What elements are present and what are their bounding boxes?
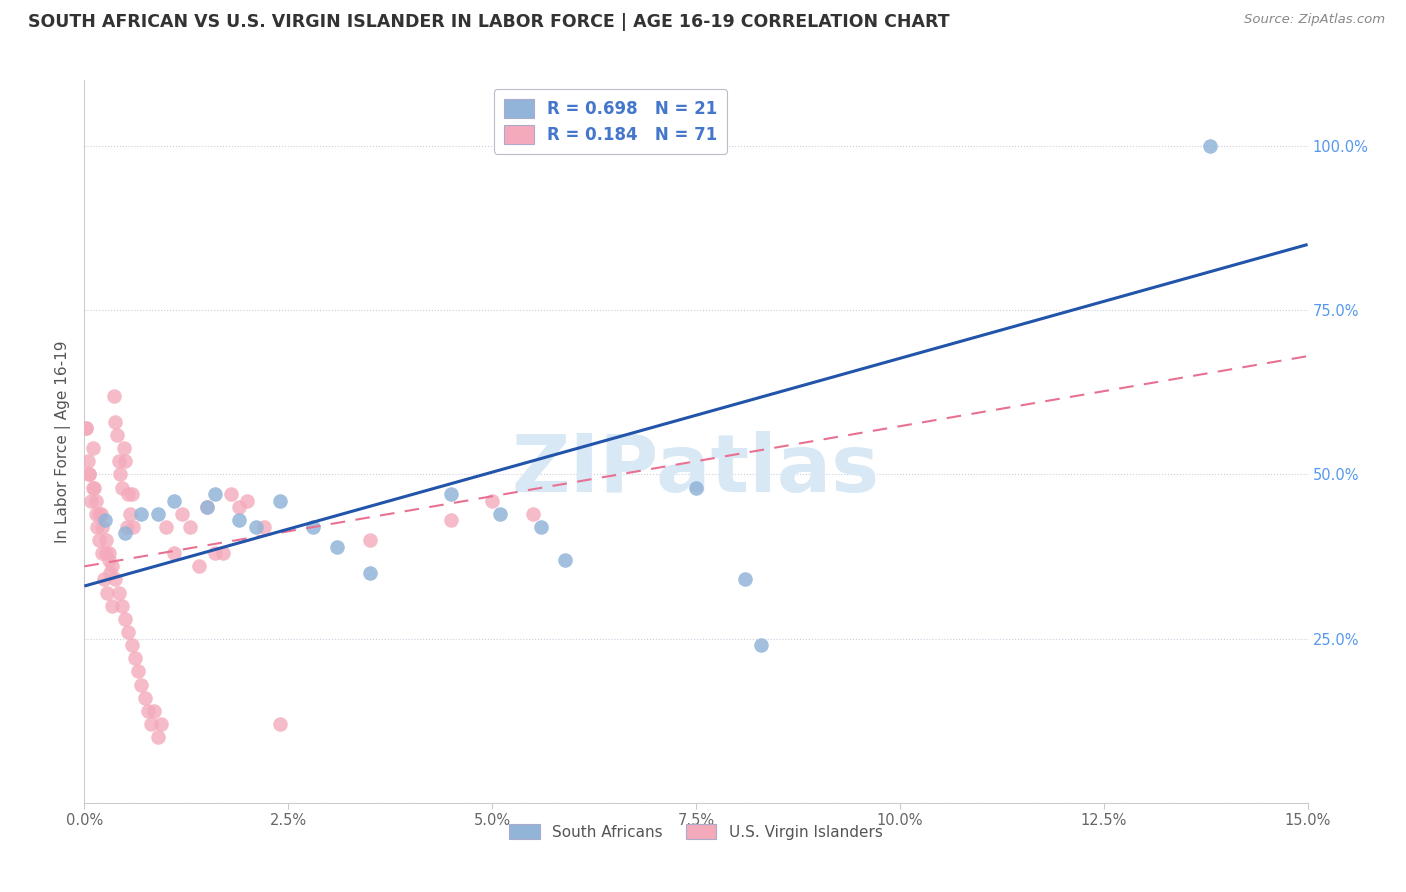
Point: [530, 520, 553, 534]
Point: [219, 487, 242, 501]
Point: [749, 638, 772, 652]
Point: [97, 553, 120, 567]
Point: [117, 487, 139, 501]
Point: [94, 546, 117, 560]
Y-axis label: In Labor Force | Age 16-19: In Labor Force | Age 16-19: [55, 340, 72, 543]
Point: [82, 481, 104, 495]
Point: [146, 730, 169, 744]
Point: [131, 677, 153, 691]
Point: [301, 520, 323, 534]
Point: [93, 573, 115, 587]
Text: SOUTH AFRICAN VS U.S. VIRGIN ISLANDER IN LABOR FORCE | AGE 16-19 CORRELATION CHA: SOUTH AFRICAN VS U.S. VIRGIN ISLANDER IN…: [28, 13, 949, 31]
Point: [111, 481, 134, 495]
Point: [124, 651, 146, 665]
Point: [114, 454, 136, 468]
Point: [75, 421, 97, 435]
Point: [101, 559, 124, 574]
Point: [212, 546, 235, 560]
Point: [187, 559, 209, 574]
Point: [107, 585, 129, 599]
Point: [112, 441, 135, 455]
Point: [115, 520, 138, 534]
Point: [179, 520, 201, 534]
Point: [195, 500, 218, 515]
Text: Source: ZipAtlas.com: Source: ZipAtlas.com: [1244, 13, 1385, 27]
Point: [440, 513, 463, 527]
Point: [103, 388, 125, 402]
Point: [134, 690, 156, 705]
Point: [489, 507, 512, 521]
Point: [228, 500, 250, 515]
Point: [150, 717, 173, 731]
Point: [143, 704, 166, 718]
Point: [94, 533, 117, 547]
Point: [107, 454, 129, 468]
Point: [155, 520, 177, 534]
Point: [172, 507, 194, 521]
Point: [121, 487, 143, 501]
Point: [114, 612, 136, 626]
Point: [91, 520, 114, 534]
Legend: South Africans, U.S. Virgin Islanders: South Africans, U.S. Virgin Islanders: [503, 818, 889, 846]
Point: [117, 625, 139, 640]
Point: [481, 493, 503, 508]
Point: [93, 513, 115, 527]
Point: [114, 526, 136, 541]
Text: ZIPatlas: ZIPatlas: [512, 432, 880, 509]
Point: [86, 520, 108, 534]
Point: [146, 507, 169, 521]
Point: [80, 493, 103, 508]
Point: [75, 421, 97, 435]
Point: [228, 513, 250, 527]
Point: [269, 717, 291, 731]
Point: [83, 481, 105, 495]
Point: [87, 507, 110, 521]
Point: [101, 599, 124, 613]
Point: [163, 493, 186, 508]
Point: [554, 553, 576, 567]
Point: [76, 454, 98, 468]
Point: [131, 507, 153, 521]
Point: [245, 520, 267, 534]
Point: [84, 507, 107, 521]
Point: [104, 415, 127, 429]
Point: [440, 487, 463, 501]
Point: [121, 638, 143, 652]
Point: [111, 599, 134, 613]
Point: [105, 428, 128, 442]
Point: [110, 467, 132, 482]
Point: [122, 520, 145, 534]
Point: [90, 507, 112, 521]
Point: [136, 704, 159, 718]
Point: [522, 507, 544, 521]
Point: [96, 585, 118, 599]
Point: [100, 566, 122, 580]
Point: [269, 493, 291, 508]
Point: [118, 507, 141, 521]
Point: [163, 546, 186, 560]
Point: [326, 540, 349, 554]
Point: [84, 493, 107, 508]
Point: [77, 467, 100, 482]
Point: [359, 566, 381, 580]
Point: [734, 573, 756, 587]
Point: [1198, 139, 1220, 153]
Point: [91, 546, 114, 560]
Point: [204, 546, 226, 560]
Point: [685, 481, 707, 495]
Point: [77, 467, 100, 482]
Point: [127, 665, 149, 679]
Point: [195, 500, 218, 515]
Point: [141, 717, 163, 731]
Point: [253, 520, 276, 534]
Point: [359, 533, 381, 547]
Point: [87, 533, 110, 547]
Point: [204, 487, 226, 501]
Point: [236, 493, 259, 508]
Point: [82, 441, 104, 455]
Point: [104, 573, 127, 587]
Point: [97, 546, 120, 560]
